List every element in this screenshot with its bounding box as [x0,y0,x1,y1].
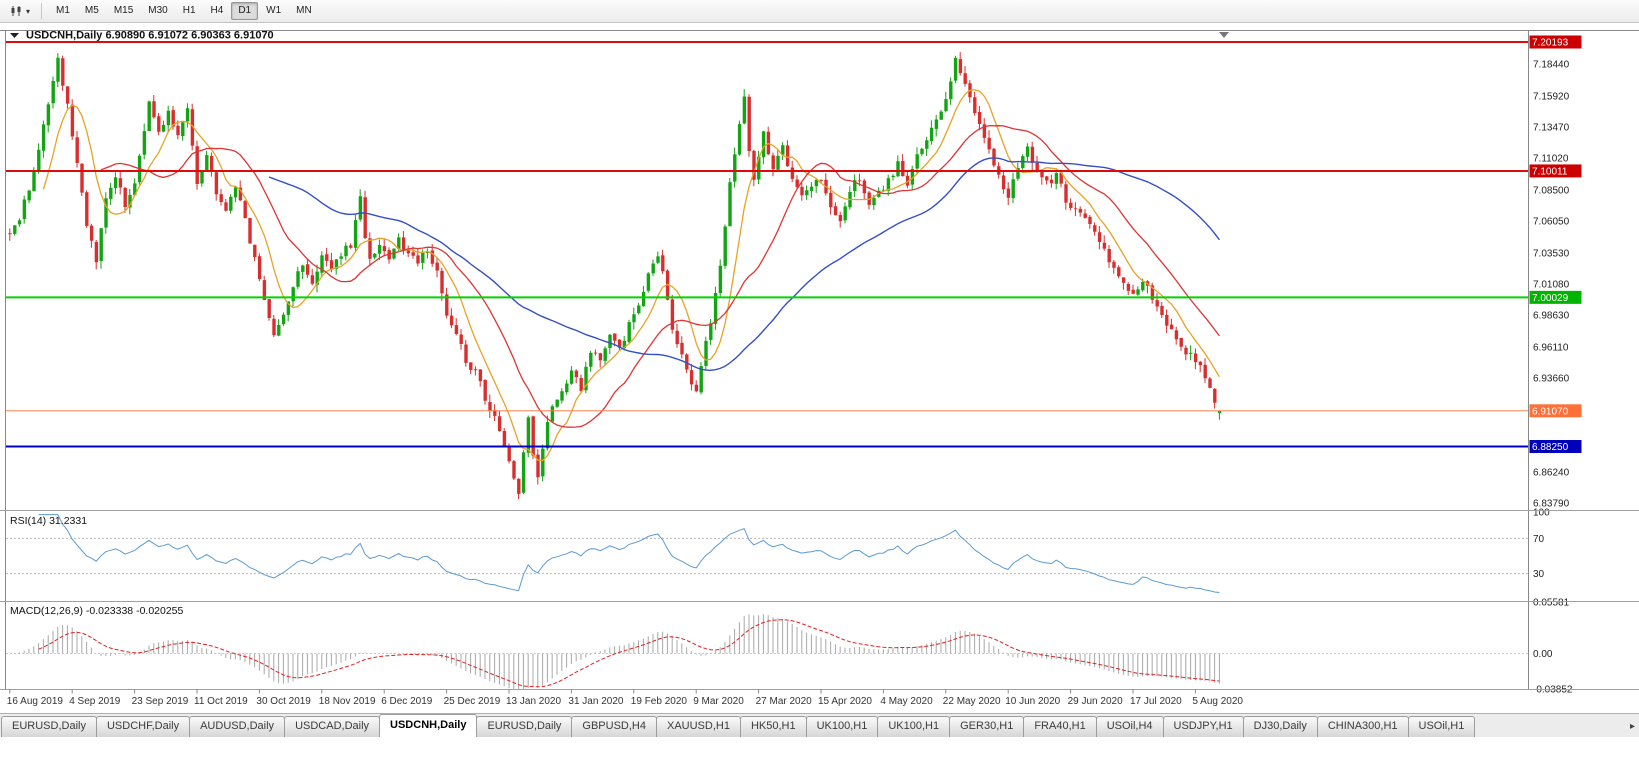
price-axis-tick: 7.01080 [1533,280,1570,291]
chart-tab-12-fra40-h1[interactable]: FRA40,H1 [1023,716,1097,737]
rsi-axis-tick: 30 [1533,569,1545,580]
chart-tab-7-xauusd-h1[interactable]: XAUUSD,H1 [655,716,741,737]
price-axis-tick: 6.86240 [1533,467,1570,478]
price-badge-text: 7.10011 [1532,166,1568,177]
date-label: 31 Jan 2020 [568,696,623,707]
date-label: 5 Aug 2020 [1192,696,1243,707]
date-label: 16 Aug 2019 [7,696,64,707]
rsi-line [38,514,1220,593]
price-badge-text: 7.20193 [1532,38,1569,49]
chart-tab-8-hk50-h1[interactable]: HK50,H1 [739,716,807,737]
chart-tab-11-ger30-h1[interactable]: GER30,H1 [949,716,1025,737]
price-badge-text: 6.88250 [1532,442,1569,453]
date-label: 27 Mar 2020 [756,696,813,707]
price-axis-tick: 7.08500 [1533,186,1570,197]
price-badge-text: 6.91070 [1532,406,1569,417]
date-label: 22 May 2020 [943,696,1001,707]
date-label: 4 May 2020 [880,696,933,707]
dropdown-arrow-icon: ▾ [26,6,31,16]
timeframe-button-h4[interactable]: H4 [210,5,224,16]
chart-type-button[interactable]: ▾ [6,2,34,20]
price-axis-tick: 7.06050 [1533,217,1570,228]
tab-scroll-right-icon[interactable]: ▸ [1629,721,1635,732]
macd-axis-tick: 0.05581 [1533,598,1570,609]
timeframe-button-m1[interactable]: M1 [56,5,70,16]
chart-tab-14-usdjpy-h1[interactable]: USDJPY,H1 [1162,716,1244,737]
price-axis-tick: 6.83790 [1533,499,1570,510]
date-label: 15 Apr 2020 [818,696,872,707]
rsi-label: RSI(14) 31.2331 [10,515,87,527]
rsi-axis-tick: 100 [1533,508,1550,519]
date-label: 10 Jun 2020 [1005,696,1060,707]
chart-tab-5-eurusd-daily[interactable]: EURUSD,Daily [476,716,573,737]
chart-tab-6-gbpusd-h4[interactable]: GBPUSD,H4 [571,716,657,737]
date-label: 9 Mar 2020 [693,696,744,707]
price-axis-tick: 7.18440 [1533,60,1570,71]
toolbar-separator [41,3,43,19]
ma-mid-line [100,124,1220,428]
chart-tab-13-usoil-h4[interactable]: USOil,H4 [1095,716,1164,737]
status-strip [0,737,1639,763]
price-badge-6.88250 [1529,440,1582,454]
price-axis-tick: 7.03530 [1533,249,1570,260]
timeframe-toolbar: ▾ M1 M5 M15 M30 H1 H4 D1 W1 MN [0,0,1639,23]
chart-tab-3-usdcad-daily[interactable]: USDCAD,Daily [284,716,381,737]
date-label: 6 Dec 2019 [381,696,433,707]
date-label: 30 Oct 2019 [256,696,311,707]
date-label: 11 Oct 2019 [194,696,248,707]
macd-label: MACD(12,26,9) -0.023338 -0.020255 [10,605,184,617]
price-badge-6.91070 [1529,404,1582,418]
chart-area[interactable]: 7.20193 7.10011 7.00029 6.91070 6.88250 7.184… [0,23,1639,713]
price-axis-tick: 6.93660 [1533,374,1570,385]
chart-background [0,23,1639,713]
one-click-trading-toggle[interactable] [10,33,19,38]
timeframe-button-m30[interactable]: M30 [148,5,168,16]
chart-ohlc-readout: USDCNH,Daily 6.90890 6.91072 6.90363 6.9… [26,30,274,42]
date-label: 4 Sep 2019 [69,696,121,707]
chart-shift-marker[interactable] [1219,32,1229,38]
price-axis-tick: 6.98630 [1533,311,1570,322]
chart-tab-9-uk100-h1[interactable]: UK100,H1 [805,716,879,737]
price-badge-text: 7.00029 [1532,293,1569,304]
date-label: 17 Jul 2020 [1130,696,1182,707]
timeframe-button-mn[interactable]: MN [296,5,312,16]
date-label: 19 Feb 2020 [631,696,688,707]
price-badge-7.00029 [1529,290,1582,304]
price-badge-7.10011 [1529,164,1582,178]
chart-tab-17-usoil-h1[interactable]: USOil,H1 [1407,716,1476,737]
timeframe-button-m5[interactable]: M5 [84,5,99,16]
timeframe-button-h1[interactable]: H1 [182,5,196,16]
macd-signal-line [38,619,1220,688]
price-axis-tick: 6.96110 [1533,342,1569,353]
timeframe-button-w1[interactable]: W1 [266,5,282,16]
price-axis-tick: 7.13470 [1533,123,1570,134]
price-axis-tick: 7.11020 [1533,154,1569,165]
timeframe-buttons: M1 M5 M15 M30 H1 H4 D1 W1 MN [49,2,319,20]
chart-tab-2-audusd-daily[interactable]: AUDUSD,Daily [189,716,286,737]
date-label: 13 Jan 2020 [506,696,561,707]
date-label: 18 Nov 2019 [319,696,376,707]
chart-tab-15-dj30-daily[interactable]: DJ30,Daily [1242,716,1318,737]
ma-slow-line [268,157,1220,372]
price-badge-7.20193 [1529,35,1582,49]
ma-fast-line [42,89,1220,462]
date-label: 29 Jun 2020 [1068,696,1123,707]
macd-axis-tick: 0.00 [1533,649,1553,660]
chart-tab-16-china300-h1[interactable]: CHINA300,H1 [1316,716,1409,737]
date-label: 25 Dec 2019 [444,696,501,707]
chart-tab-0-eurusd-daily[interactable]: EURUSD,Daily [1,716,97,737]
timeframe-button-d1[interactable]: D1 [231,2,259,20]
date-label: 23 Sep 2019 [132,696,189,707]
chart-tab-4-usdcnh-daily[interactable]: USDCNH,Daily [379,714,478,737]
chart-tab-1-usdchf-daily[interactable]: USDCHF,Daily [95,716,191,737]
usdcnh-daily-chart[interactable]: 7.20193 7.10011 7.00029 6.91070 6.88250 7.184… [0,23,1639,713]
price-axis-tick: 7.15920 [1533,92,1570,103]
timeframe-button-m15[interactable]: M15 [113,5,134,16]
chart-tab-10-uk100-h1[interactable]: UK100,H1 [877,716,951,737]
chart-tab-bar: EURUSD,Daily USDCHF,Daily AUDUSD,Daily USDC… [0,713,1639,737]
rsi-axis-tick: 70 [1533,534,1545,545]
candlestick-chart-icon [11,6,21,16]
